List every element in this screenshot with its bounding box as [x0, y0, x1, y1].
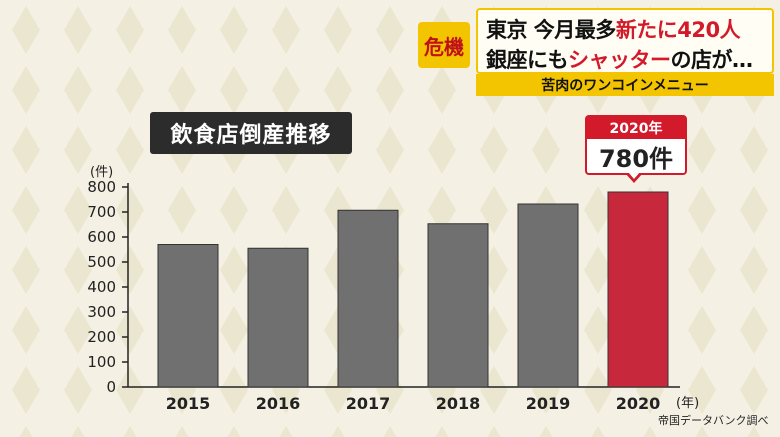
x-tick-label: 2017 [346, 394, 391, 413]
y-tick-label: 700 [87, 203, 116, 221]
chart-title: 飲食店倒産推移 [150, 112, 352, 154]
x-tick-label: 2016 [256, 394, 301, 413]
bar-2020 [607, 191, 669, 388]
callout-tail-inner [628, 172, 640, 179]
x-tick-label: 2015 [166, 394, 211, 413]
y-tick-label: 200 [87, 328, 116, 346]
bar-2015 [157, 244, 219, 388]
sub-headline: 苦肉のワンコインメニュー [476, 74, 774, 96]
headline-line-2-b: シャッター [568, 48, 671, 72]
bar-2017 [337, 209, 399, 388]
y-tick-label: 0 [106, 378, 116, 396]
headline-line-1: 東京 今月最多新たに420人 [486, 14, 741, 44]
y-tick-label: 600 [87, 228, 116, 246]
highlight-callout: 2020年 780件 [585, 115, 687, 175]
headline-line-2: 銀座にもシャッターの店が… [486, 44, 753, 74]
danger-badge: 危機 [418, 22, 470, 68]
x-unit-label: (年) [676, 396, 700, 411]
bar-2018 [427, 223, 489, 388]
y-tick-label: 300 [87, 303, 116, 321]
headline-line-2-c: の店が… [670, 48, 754, 72]
bar-2019 [517, 203, 579, 388]
source-note: 帝国データバンク調べ [658, 414, 769, 427]
y-tick-label: 800 [87, 178, 116, 196]
y-tick-label: 500 [87, 253, 116, 271]
headline-line-1-b: 新たに420人 [615, 18, 741, 42]
y-unit-label: (件) [90, 165, 114, 180]
x-tick-label: 2020 [616, 394, 661, 413]
callout-value: 780件 [598, 144, 674, 173]
news-ticker: 危機 東京 今月最多新たに420人 銀座にもシャッターの店が… 苦肉のワンコイン… [418, 8, 774, 96]
callout-year: 2020年 [587, 117, 685, 139]
x-tick-label: 2019 [526, 394, 571, 413]
bar-2016 [247, 247, 309, 388]
x-tick-label: 2018 [436, 394, 481, 413]
headline-box: 東京 今月最多新たに420人 銀座にもシャッターの店が… [476, 8, 774, 74]
y-tick-label: 100 [87, 353, 116, 371]
headline-line-2-a: 銀座にも [486, 48, 569, 72]
y-tick-label: 400 [87, 278, 116, 296]
headline-line-1-a: 東京 今月最多 [486, 18, 616, 42]
